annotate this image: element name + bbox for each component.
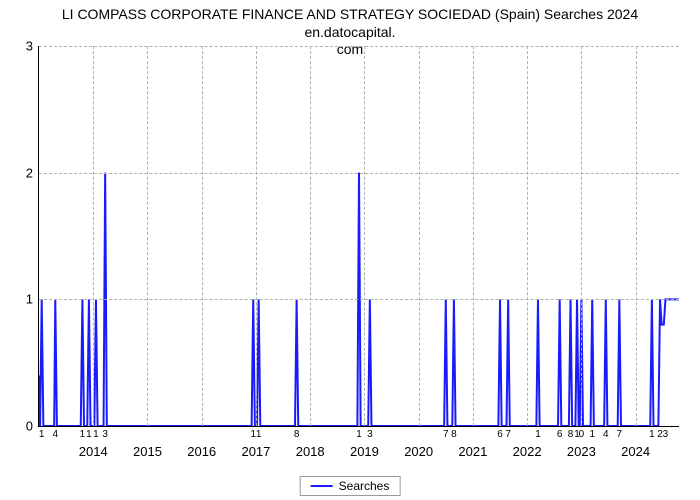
chart-container: LI COMPASS CORPORATE FINANCE AND STRATEG… — [0, 0, 700, 500]
x-sub-label: 1 — [649, 426, 655, 440]
grid-line-v — [310, 46, 311, 426]
x-sub-label: 7 — [617, 426, 623, 440]
y-tick-label: 0 — [26, 419, 39, 434]
x-sub-label: 1 — [93, 426, 99, 440]
legend-swatch — [311, 485, 333, 487]
grid-line-v — [636, 46, 637, 426]
x-tick-label: 2016 — [187, 426, 216, 459]
title-line1: LI COMPASS CORPORATE FINANCE AND STRATEG… — [62, 6, 638, 40]
y-tick-label: 2 — [26, 165, 39, 180]
grid-line-h — [39, 46, 679, 47]
x-sub-label: 3 — [663, 426, 669, 440]
line-series — [39, 46, 679, 426]
grid-line-v — [93, 46, 94, 426]
grid-line-v — [473, 46, 474, 426]
x-sub-label: 6 — [557, 426, 563, 440]
x-sub-label: 4 — [603, 426, 609, 440]
x-sub-label: 4 — [52, 426, 58, 440]
x-sub-label: 0 — [579, 426, 585, 440]
grid-line-v — [256, 46, 257, 426]
grid-line-h — [39, 299, 679, 300]
x-sub-label: 3 — [367, 426, 373, 440]
x-sub-label: 8 — [568, 426, 574, 440]
x-tick-label: 2018 — [296, 426, 325, 459]
grid-line-v — [202, 46, 203, 426]
grid-line-v — [527, 46, 528, 426]
x-sub-label: 1 — [86, 426, 92, 440]
grid-line-v — [419, 46, 420, 426]
y-tick-label: 3 — [26, 39, 39, 54]
x-tick-label: 2019 — [350, 426, 379, 459]
x-tick-label: 2024 — [621, 426, 650, 459]
x-sub-label: 1 — [589, 426, 595, 440]
x-sub-label: 7 — [505, 426, 511, 440]
x-tick-label: 2020 — [404, 426, 433, 459]
legend-label: Searches — [339, 479, 390, 493]
x-sub-label: 8 — [451, 426, 457, 440]
x-tick-label: 2015 — [133, 426, 162, 459]
x-tick-label: 2021 — [458, 426, 487, 459]
grid-line-h — [39, 173, 679, 174]
x-sub-label: 1 — [535, 426, 541, 440]
x-sub-label: 8 — [294, 426, 300, 440]
plot-area: 0123201420152016201720182019202020212022… — [38, 46, 679, 427]
grid-line-v — [364, 46, 365, 426]
grid-line-v — [147, 46, 148, 426]
x-sub-label: 1 — [80, 426, 86, 440]
x-sub-label: 1 — [39, 426, 45, 440]
x-sub-label: 7 — [443, 426, 449, 440]
grid-line-v — [581, 46, 582, 426]
x-sub-label: 1 — [356, 426, 362, 440]
x-sub-label: 1 — [256, 426, 262, 440]
legend: Searches — [300, 476, 401, 496]
x-sub-label: 6 — [497, 426, 503, 440]
y-tick-label: 1 — [26, 292, 39, 307]
x-sub-label: 3 — [102, 426, 108, 440]
